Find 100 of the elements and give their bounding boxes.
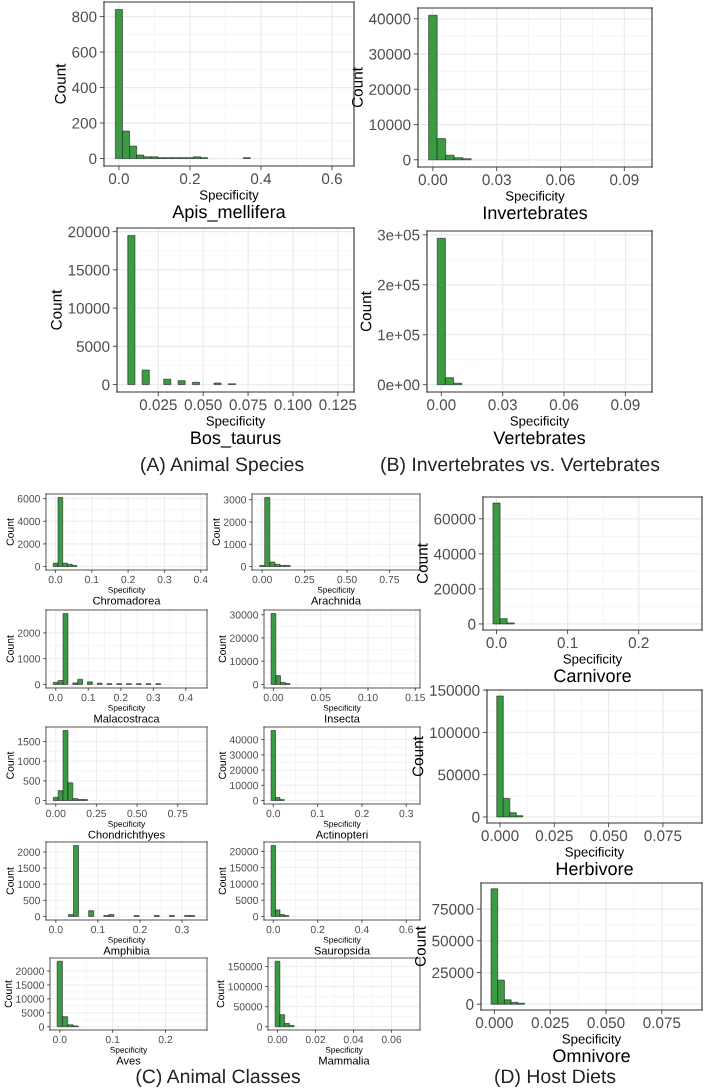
x-tick-label: 0.025 xyxy=(139,399,177,411)
x-tick-label: 0.075 xyxy=(229,399,267,411)
y-tick-label: 0 xyxy=(253,797,259,805)
y-tick-label: 4000 xyxy=(17,517,41,526)
y-tick-label: 1000 xyxy=(18,757,41,766)
text: Apis_mellifera xyxy=(172,204,286,222)
y-tick-label: 500 xyxy=(23,777,41,785)
text: Malacostraca xyxy=(94,714,160,723)
x-tick-label: 0.2 xyxy=(113,693,128,702)
y-axis-title: Count xyxy=(6,635,14,663)
x-axis-title: Specificity xyxy=(510,415,570,429)
y-tick-label: 1e+05 xyxy=(378,329,420,341)
y-axis-title: Count xyxy=(50,289,62,330)
x-axis-title: Specificity xyxy=(108,704,146,713)
y-axis-title: Count xyxy=(416,543,428,584)
x-tick-label: 0.1 xyxy=(84,575,99,584)
x-tick-label: 0.10 xyxy=(358,693,378,702)
x-tick-label: 0.02 xyxy=(305,1035,326,1044)
y-axis-title: Count xyxy=(216,980,225,1008)
y-tick-label: 2e+05 xyxy=(377,279,420,291)
y-tick-label: 500 xyxy=(23,896,41,905)
y-tick-label: 50000 xyxy=(432,935,474,947)
x-tick-label: 0.3 xyxy=(175,925,189,934)
y-tick-label: 60000 xyxy=(434,513,476,525)
y-tick-label: 0 xyxy=(472,811,480,823)
y-tick-label: 0 xyxy=(35,563,41,571)
x-axis-title: Specificity xyxy=(563,653,623,667)
y-tick-label: 1000 xyxy=(18,655,41,663)
x-tick-label: 0.0 xyxy=(49,925,63,934)
text: Vertebrates xyxy=(493,430,586,445)
x-tick-label: 0.03 xyxy=(482,174,511,186)
y-tick-label: 0 xyxy=(102,379,110,391)
y-tick-label: 2000 xyxy=(17,540,41,548)
x-tick-label: 0.1 xyxy=(81,693,96,702)
x-tick-label: 0.75 xyxy=(379,575,400,584)
y-tick-label: 20000 xyxy=(68,226,110,238)
y-axis-title: Count xyxy=(6,867,14,895)
x-tick-label: 0.2 xyxy=(179,173,200,185)
y-tick-label: 150000 xyxy=(430,684,480,696)
text: (B) Invertebrates vs. Vertebrates xyxy=(381,456,660,476)
y-tick-label: 10000 xyxy=(230,880,259,888)
x-axis-title: Specificity xyxy=(110,1046,148,1055)
text: Aves xyxy=(116,1056,141,1065)
y-tick-label: 0 xyxy=(253,912,259,921)
x-tick-label: 0.025 xyxy=(535,830,573,842)
y-axis-title: Count xyxy=(54,63,66,104)
x-tick-label: 0.6 xyxy=(321,173,342,185)
x-tick-label: 0.04 xyxy=(343,1035,364,1044)
x-tick-label: 0.09 xyxy=(611,399,640,411)
y-tick-label: 20000 xyxy=(230,766,259,774)
x-tick-label: 0.0 xyxy=(52,1035,67,1044)
x-tick-label: 0.0 xyxy=(48,693,63,702)
text: Actinopteri xyxy=(315,830,368,841)
x-tick-label: 0.4 xyxy=(355,925,369,934)
y-tick-label: 200 xyxy=(72,117,97,129)
x-tick-label: 0.1 xyxy=(105,1035,120,1044)
y-tick-label: 25000 xyxy=(432,967,474,979)
x-tick-label: 0.3 xyxy=(146,693,161,702)
x-tick-label: 0.06 xyxy=(381,1035,402,1044)
y-tick-label: 3e+05 xyxy=(377,229,420,241)
y-tick-label: 15000 xyxy=(16,981,45,989)
text: Herbivore xyxy=(556,861,633,876)
x-tick-label: 0.00 xyxy=(252,575,272,584)
y-tick-label: 0 xyxy=(241,563,247,571)
y-axis-title: Count xyxy=(6,751,14,779)
y-tick-label: 30000 xyxy=(369,48,411,60)
y-tick-label: 10000 xyxy=(230,781,259,790)
x-axis-title: Specificity xyxy=(206,415,266,429)
y-tick-label: 5000 xyxy=(76,341,110,352)
x-tick-label: 0.50 xyxy=(127,809,147,818)
x-tick-label: 0.4 xyxy=(193,575,208,584)
text: (D) Host Diets xyxy=(495,1068,616,1088)
y-tick-label: 0 xyxy=(468,618,476,630)
x-axis-title: Specificity xyxy=(323,820,361,829)
y-tick-label: 10000 xyxy=(230,657,259,666)
y-tick-label: 0 xyxy=(35,912,41,921)
text: Insecta xyxy=(325,714,360,723)
y-tick-label: 10000 xyxy=(68,302,110,314)
text: (C) Animal Classes xyxy=(136,1068,300,1088)
x-tick-label: 0.1 xyxy=(91,925,105,934)
y-tick-label: 30000 xyxy=(229,751,259,759)
x-tick-label: 0.05 xyxy=(311,693,331,702)
y-tick-label: 15000 xyxy=(68,264,110,276)
y-tick-label: 0 xyxy=(257,1023,263,1031)
y-tick-label: 2000 xyxy=(223,518,247,526)
y-tick-label: 50000 xyxy=(438,769,480,781)
x-tick-label: 0.00 xyxy=(263,693,284,702)
text: Sauropsida xyxy=(314,946,371,957)
x-tick-label: 0.15 xyxy=(405,693,425,702)
y-tick-label: 0 xyxy=(253,680,259,689)
y-tick-label: 0 xyxy=(35,797,41,805)
y-tick-label: 20000 xyxy=(230,634,259,642)
y-axis-title: Count xyxy=(212,518,220,546)
y-tick-label: 800 xyxy=(72,11,97,23)
x-axis-title: Specificity xyxy=(317,586,355,595)
x-axis-title: Specificity xyxy=(323,936,361,945)
y-axis-title: Count xyxy=(218,751,227,779)
x-axis-title: Specificity xyxy=(562,1033,622,1047)
x-tick-label: 0.1 xyxy=(310,809,325,818)
x-tick-label: 0.03 xyxy=(488,399,517,411)
